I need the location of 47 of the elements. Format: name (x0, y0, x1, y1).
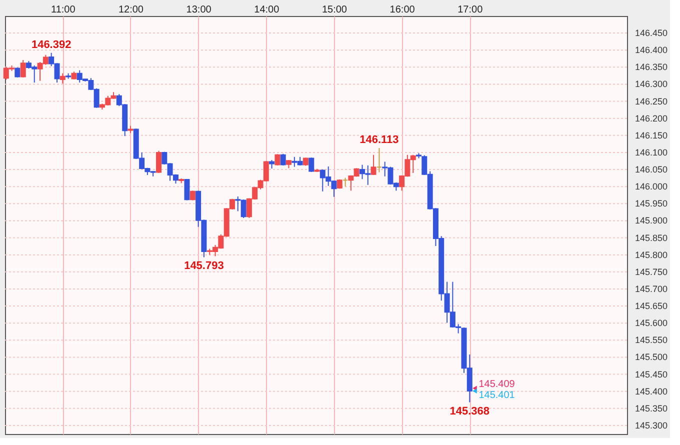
y-tick-label: 145.500 (635, 352, 668, 362)
y-tick-label: 145.400 (635, 386, 668, 396)
y-tick-label: 146.350 (635, 62, 668, 72)
y-tick-label: 146.250 (635, 96, 668, 106)
candlestick (60, 72, 66, 84)
annotation: 146.392 (31, 38, 72, 51)
candlestick (280, 153, 286, 166)
x-tick-label: 13:00 (186, 4, 212, 16)
candlestick (20, 60, 26, 78)
y-tick-label: 145.350 (635, 403, 668, 414)
y-tick-label: 146.050 (635, 164, 668, 175)
y-tick-label: 146.100 (635, 147, 668, 158)
annotation: 146.113 (360, 134, 399, 146)
candlestick (274, 154, 280, 166)
y-tick-label: 145.700 (635, 284, 668, 294)
candlestick (14, 67, 20, 78)
annotation: 145.368 (450, 405, 490, 418)
y-tick-label: 146.400 (635, 45, 668, 56)
annotation: 145.401 (478, 390, 516, 402)
x-tick-label: 11:00 (51, 4, 76, 16)
y-tick-label: 145.800 (635, 250, 668, 260)
y-tick-label: 145.650 (635, 301, 668, 312)
y-tick-label: 145.950 (635, 198, 668, 209)
y-tick-label: 146.200 (635, 113, 668, 124)
y-tick-label: 145.850 (635, 232, 668, 243)
x-tick-label: 17:00 (458, 4, 484, 16)
y-tick-label: 145.450 (635, 369, 668, 380)
y-tick-label: 145.300 (635, 420, 668, 430)
y-tick-label: 146.000 (635, 182, 668, 192)
annotation: 145.409 (478, 379, 516, 390)
x-tick-label: 12:00 (118, 4, 144, 16)
y-tick-label: 145.750 (635, 266, 668, 277)
candlestick (370, 154, 376, 176)
y-tick-label: 145.900 (635, 216, 668, 226)
candlestick (190, 190, 196, 201)
y-tick-label: 146.450 (635, 28, 668, 38)
y-tick-label: 145.550 (635, 335, 668, 346)
x-tick-label: 15:00 (322, 4, 348, 16)
y-tick-label: 146.150 (635, 130, 668, 140)
annotation: 145.793 (184, 260, 224, 272)
y-tick-label: 145.600 (635, 318, 668, 328)
candlestick (308, 157, 314, 172)
x-tick-label: 16:00 (390, 4, 416, 16)
candlestick (156, 150, 162, 174)
x-tick-label: 14:00 (254, 4, 280, 16)
candlestick (184, 178, 190, 201)
y-tick-label: 146.300 (635, 79, 668, 90)
